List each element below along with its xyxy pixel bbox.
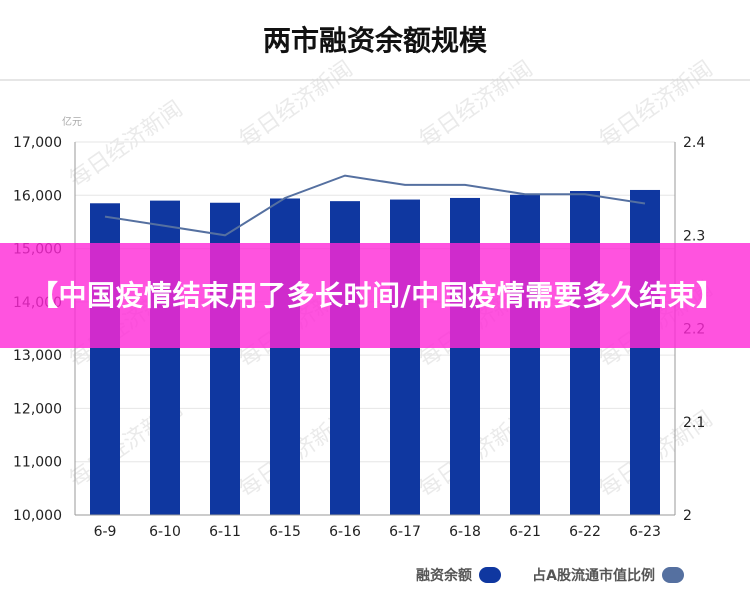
x-tick-label: 6-16	[329, 524, 361, 540]
x-tick-label: 6-23	[629, 524, 661, 540]
x-tick-label: 6-18	[449, 524, 481, 540]
x-tick-label: 6-10	[149, 524, 181, 540]
right-tick-label: 2.1	[683, 415, 705, 431]
bar	[630, 189, 660, 515]
left-tick-label: 17,000	[13, 135, 62, 151]
left-tick-label: 10,000	[13, 508, 62, 524]
headline-text: 【中国疫情结束用了多长时间/中国疫情需要多久结束】	[30, 278, 725, 312]
left-tick-label: 13,000	[13, 348, 62, 364]
ratio-line	[104, 174, 646, 237]
left-tick-label: 12,000	[13, 401, 62, 417]
watermark-text: 每日经济新闻	[235, 57, 357, 153]
legend: 融资余额 占A股流通市值比例	[416, 567, 684, 584]
x-tick-label: 6-9	[94, 524, 117, 540]
legend-swatch-ratio	[662, 567, 684, 583]
left-tick-label: 16,000	[13, 188, 62, 204]
headline-banner: 【中国疫情结束用了多长时间/中国疫情需要多久结束】	[0, 243, 750, 348]
x-tick-label: 6-15	[269, 524, 301, 540]
chart-title: 两市融资余额规模	[263, 24, 488, 57]
right-tick-label: 2.4	[683, 135, 705, 151]
x-tick-label: 6-11	[209, 524, 241, 540]
legend-swatch-balance	[479, 567, 501, 583]
watermark-text: 每日经济新闻	[415, 57, 537, 153]
x-tick-label: 6-22	[569, 524, 601, 540]
legend-label-balance: 融资余额	[416, 567, 472, 584]
left-tick-label: 11,000	[13, 455, 62, 471]
bar	[570, 191, 600, 515]
right-tick-label: 2	[683, 508, 692, 524]
legend-label-ratio: 占A股流通市值比例	[532, 567, 655, 584]
watermark-text: 每日经济新闻	[65, 97, 187, 193]
right-tick-label: 2.3	[683, 228, 705, 244]
bar-series	[90, 189, 660, 516]
x-tick-label: 6-21	[509, 524, 541, 540]
x-axis: 6-9 6-10 6-11 6-15 6-16 6-17 6-18 6-21 6-22 6-23	[75, 514, 675, 540]
unit-label: 亿元	[62, 115, 82, 128]
x-tick-label: 6-17	[389, 524, 421, 540]
line-series	[104, 174, 646, 237]
